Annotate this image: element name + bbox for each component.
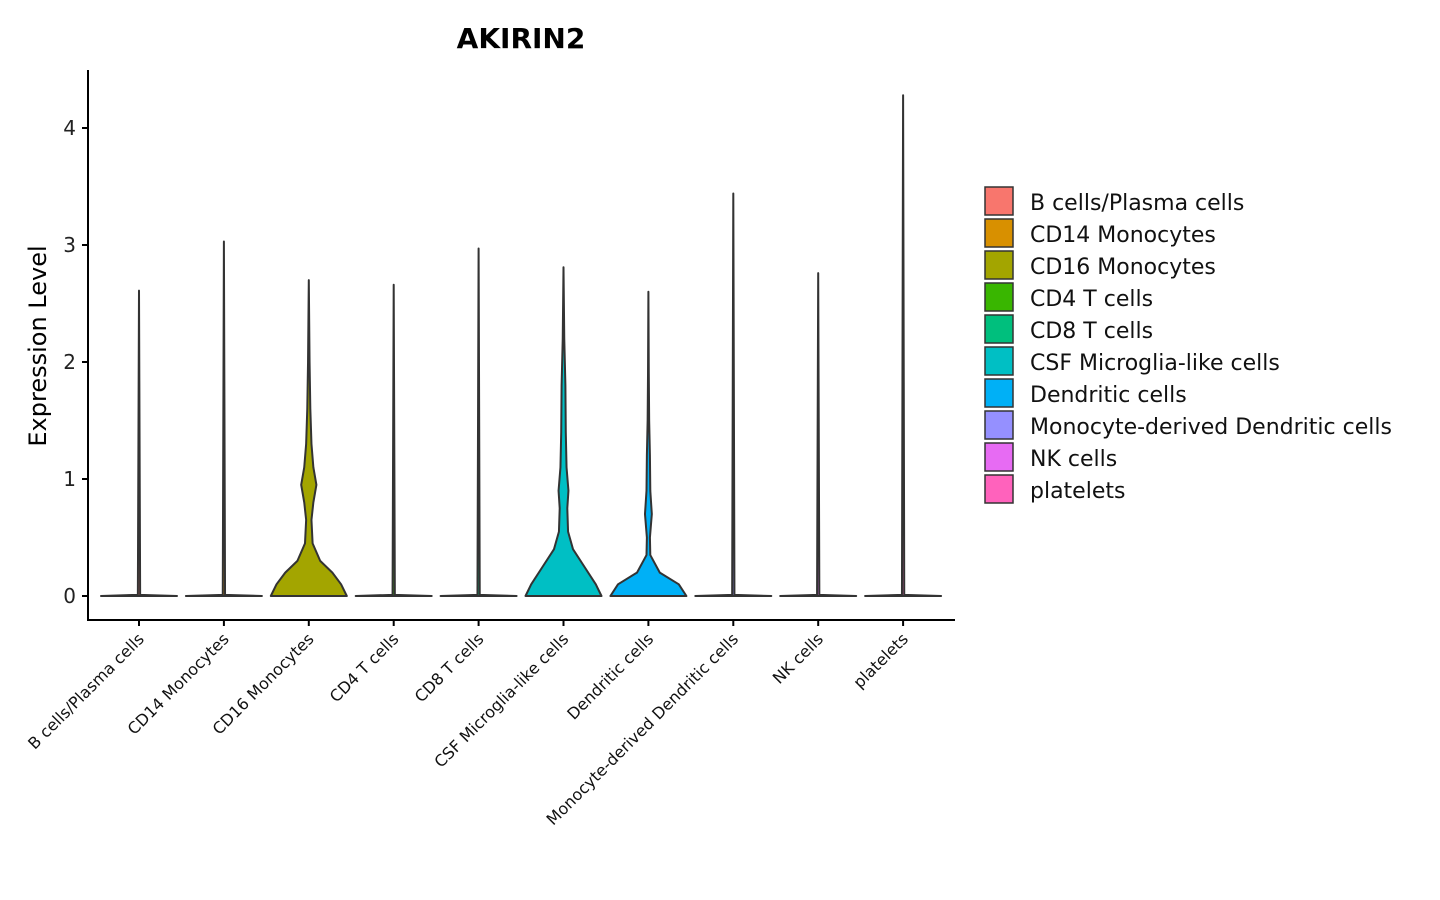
x-tick-label: Monocyte-derived Dendritic cells: [543, 629, 743, 829]
legend-swatch: [984, 346, 1014, 376]
violin-1: [100, 289, 178, 597]
x-tick-label: Dendritic cells: [563, 629, 657, 723]
violin-7: [609, 290, 688, 597]
legend-label: NK cells: [1030, 447, 1117, 472]
legend-swatch: [984, 410, 1014, 440]
legend-label: CD16 Monocytes: [1030, 255, 1216, 280]
legend-label: CD14 Monocytes: [1030, 223, 1216, 248]
x-tick-label: NK cells: [769, 629, 827, 687]
legend-label: Monocyte-derived Dendritic cells: [1030, 415, 1392, 440]
legend-label: B cells/Plasma cells: [1030, 191, 1244, 216]
x-tick-label: CD8 T cells: [411, 629, 488, 706]
violin-6: [524, 266, 603, 597]
violin-2: [184, 240, 263, 597]
legend-swatch: [984, 442, 1014, 472]
violin-8: [694, 192, 773, 597]
legend-swatch: [984, 314, 1014, 344]
violin-10: [864, 94, 943, 597]
y-axis-label: Expression Level: [24, 245, 52, 446]
chart-title: AKIRIN2: [457, 22, 586, 55]
violin-4: [354, 283, 433, 597]
y-tick-label: 1: [63, 467, 76, 491]
legend-swatch: [984, 474, 1014, 504]
y-tick-label: 3: [63, 233, 76, 257]
legend-label: platelets: [1030, 479, 1125, 504]
y-tick-label: 4: [63, 116, 76, 140]
violins-group: [100, 94, 943, 597]
legend-swatch: [984, 378, 1014, 408]
legend-swatch: [984, 250, 1014, 280]
y-tick-label: 0: [63, 584, 76, 608]
legend: B cells/Plasma cells CD14 Monocytes CD16 M…: [984, 186, 1392, 504]
legend-label: CD4 T cells: [1030, 287, 1153, 312]
violin-5: [439, 247, 518, 597]
x-tick-label: platelets: [849, 629, 912, 692]
x-tick-label: B cells/Plasma cells: [24, 629, 148, 753]
x-tick-label: CD4 T cells: [326, 629, 403, 706]
legend-label: Dendritic cells: [1030, 383, 1187, 408]
legend-label: CSF Microglia-like cells: [1030, 351, 1280, 376]
legend-swatch: [984, 218, 1014, 248]
y-tick-label: 2: [63, 350, 76, 374]
legend-label: CD8 T cells: [1030, 319, 1153, 344]
legend-swatch: [984, 186, 1014, 216]
legend-swatch: [984, 282, 1014, 312]
violin-9: [779, 272, 858, 597]
violin-3: [269, 279, 348, 597]
